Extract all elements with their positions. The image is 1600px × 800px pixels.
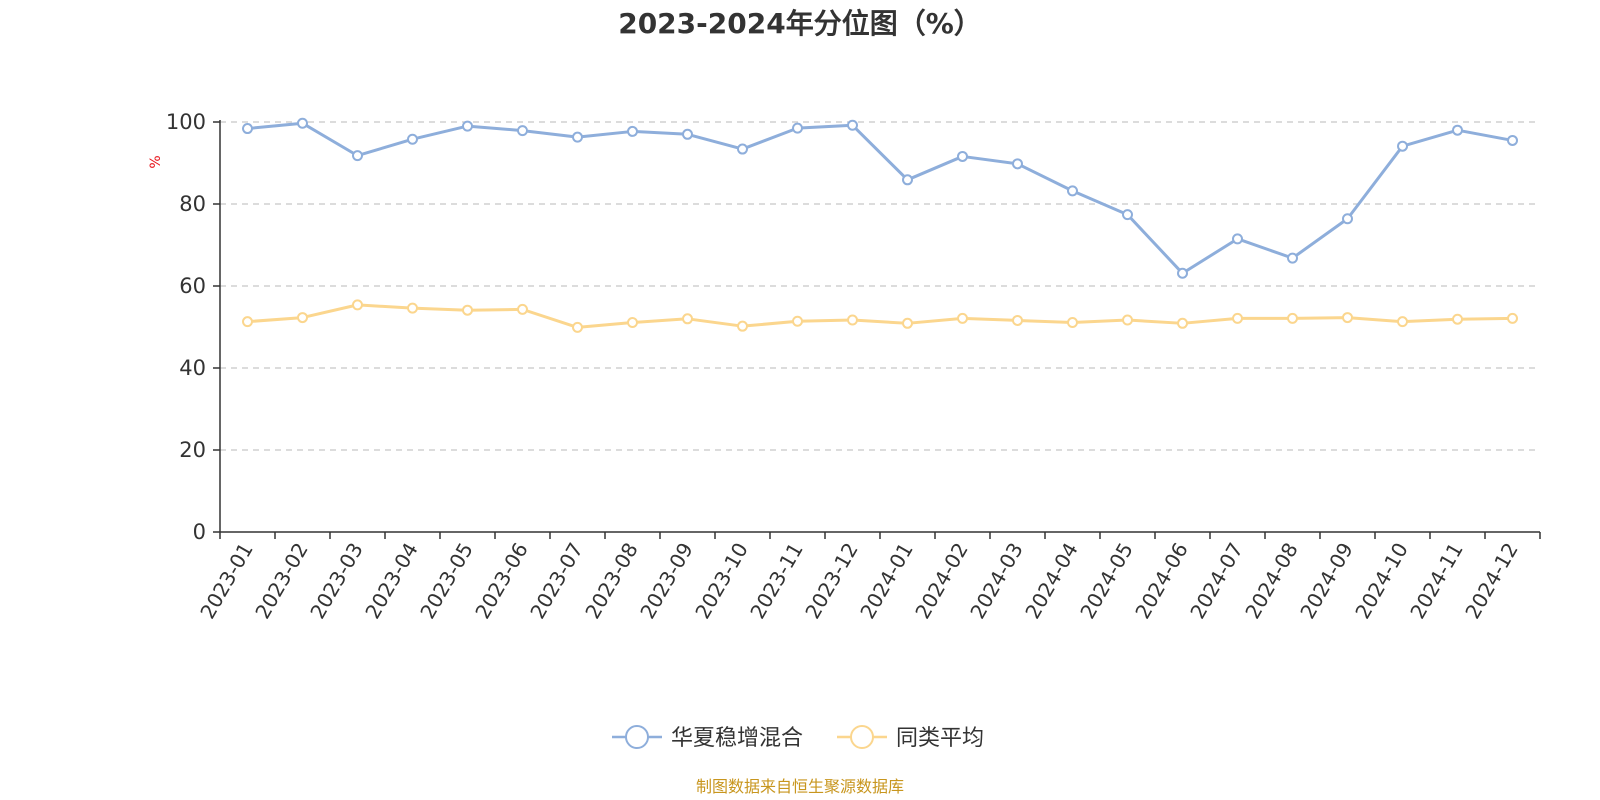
x-tick-label: 2024-03: [965, 539, 1028, 623]
x-tick-label: 2024-01: [855, 539, 918, 623]
series-2-point[interactable]: [1507, 312, 1518, 324]
x-tick-label: 2023-08: [580, 539, 643, 623]
y-tick-label: 80: [179, 192, 206, 216]
x-tick-label: 2024-04: [1020, 539, 1083, 623]
series-1-point[interactable]: [1452, 124, 1463, 136]
y-tick-label: 20: [179, 438, 206, 462]
legend[interactable]: 华夏稳增混合 同类平均: [612, 725, 984, 751]
series-2-point[interactable]: [572, 321, 583, 333]
series-2-point[interactable]: [242, 316, 253, 328]
legend-item-1[interactable]: 华夏稳增混合: [612, 725, 803, 751]
series-2-point[interactable]: [1012, 314, 1023, 326]
x-tick-label: 2024-12: [1460, 539, 1523, 623]
series-1-point[interactable]: [1342, 213, 1353, 225]
series-1-point[interactable]: [1067, 185, 1078, 197]
axis-layer: 0 20 40 60 80 100 2023-012023-022023-032023-04…: [166, 110, 1541, 623]
series-1-point[interactable]: [1177, 267, 1188, 279]
series-1-point[interactable]: [902, 174, 913, 186]
y-axis-unit-label: %: [148, 155, 164, 168]
series-2-point[interactable]: [682, 313, 693, 325]
grid-layer: [220, 121, 1540, 451]
series-2-point[interactable]: [1067, 316, 1078, 328]
series-1-point[interactable]: [1012, 158, 1023, 170]
legend-label: 华夏稳增混合: [671, 726, 803, 751]
series-line-1: [247, 121, 1513, 275]
x-tick-label: 2023-04: [360, 539, 423, 623]
series-1-point[interactable]: [407, 133, 418, 145]
x-tick-label: 2024-07: [1185, 539, 1248, 623]
x-tick-label: 2023-05: [415, 539, 478, 623]
legend-item-2[interactable]: 同类平均: [837, 725, 984, 751]
x-tick-label: 2023-09: [635, 539, 698, 623]
x-tick-label: 2024-10: [1350, 539, 1413, 623]
x-tick-label: 2023-10: [690, 539, 753, 623]
y-tick-label: 40: [179, 356, 206, 380]
series-1-point[interactable]: [242, 123, 253, 135]
series-1-point[interactable]: [1507, 134, 1518, 146]
x-tick-label: 2024-02: [910, 539, 973, 623]
series-2-point[interactable]: [297, 312, 308, 324]
x-tick-label: 2024-11: [1405, 539, 1468, 623]
series-1-point[interactable]: [462, 120, 473, 132]
y-tick-label: 60: [179, 274, 206, 298]
series-1-point[interactable]: [1397, 140, 1408, 152]
series-1-point[interactable]: [682, 128, 693, 140]
x-tick-label: 2023-07: [525, 539, 588, 623]
series-1-point[interactable]: [957, 150, 968, 162]
series-2-point[interactable]: [1342, 312, 1353, 324]
series-1-point[interactable]: [297, 117, 308, 129]
series-2-point[interactable]: [352, 299, 363, 311]
x-tick-label: 2023-03: [305, 539, 368, 623]
series-2-point[interactable]: [1232, 312, 1243, 324]
series-1-point[interactable]: [737, 143, 748, 155]
series-2-point[interactable]: [1177, 317, 1188, 329]
series-2-point[interactable]: [1287, 312, 1298, 324]
series-2-point[interactable]: [462, 304, 473, 316]
x-tick-label: 2023-01: [195, 539, 258, 623]
x-tick-label: 2023-02: [250, 539, 313, 623]
series-1-point[interactable]: [1232, 233, 1243, 245]
series-1-point[interactable]: [1287, 252, 1298, 264]
series-2-point[interactable]: [1122, 314, 1133, 326]
series-2-point[interactable]: [1397, 316, 1408, 328]
series-2-point[interactable]: [792, 315, 803, 327]
series-1-point[interactable]: [572, 131, 583, 143]
series-1-point[interactable]: [517, 125, 528, 137]
series-2-point[interactable]: [407, 302, 418, 314]
series-2-point[interactable]: [517, 303, 528, 315]
series-1-point[interactable]: [792, 122, 803, 134]
x-tick-label: 2024-09: [1295, 539, 1358, 623]
source-note: 制图数据来自恒生聚源数据库: [696, 777, 904, 796]
series-line-2: [247, 303, 1513, 329]
legend-marker-icon: [625, 725, 649, 749]
series-2-point[interactable]: [902, 317, 913, 329]
x-tick-label: 2023-06: [470, 539, 533, 623]
y-tick-label: 100: [166, 110, 206, 134]
y-tick-label: 0: [193, 520, 206, 544]
x-tick-label: 2024-06: [1130, 539, 1193, 623]
series-2-point[interactable]: [847, 314, 858, 326]
x-tick-label: 2024-05: [1075, 539, 1138, 623]
x-tick-label: 2023-11: [745, 539, 808, 623]
series-1-point[interactable]: [847, 119, 858, 131]
legend-label: 同类平均: [896, 726, 984, 751]
x-tick-label: 2023-12: [800, 539, 863, 623]
series-2-point[interactable]: [737, 320, 748, 332]
series-1-point[interactable]: [1122, 209, 1133, 221]
series-1-point[interactable]: [627, 125, 638, 137]
x-tick-label: 2024-08: [1240, 539, 1303, 623]
series-2-point[interactable]: [1452, 313, 1463, 325]
series-layer: [242, 117, 1518, 333]
chart-title: 2023-2024年分位图（%）: [618, 7, 982, 40]
series-1-point[interactable]: [352, 150, 363, 162]
legend-marker-icon: [850, 725, 874, 749]
series-2-point[interactable]: [957, 312, 968, 324]
series-2-point[interactable]: [627, 316, 638, 328]
